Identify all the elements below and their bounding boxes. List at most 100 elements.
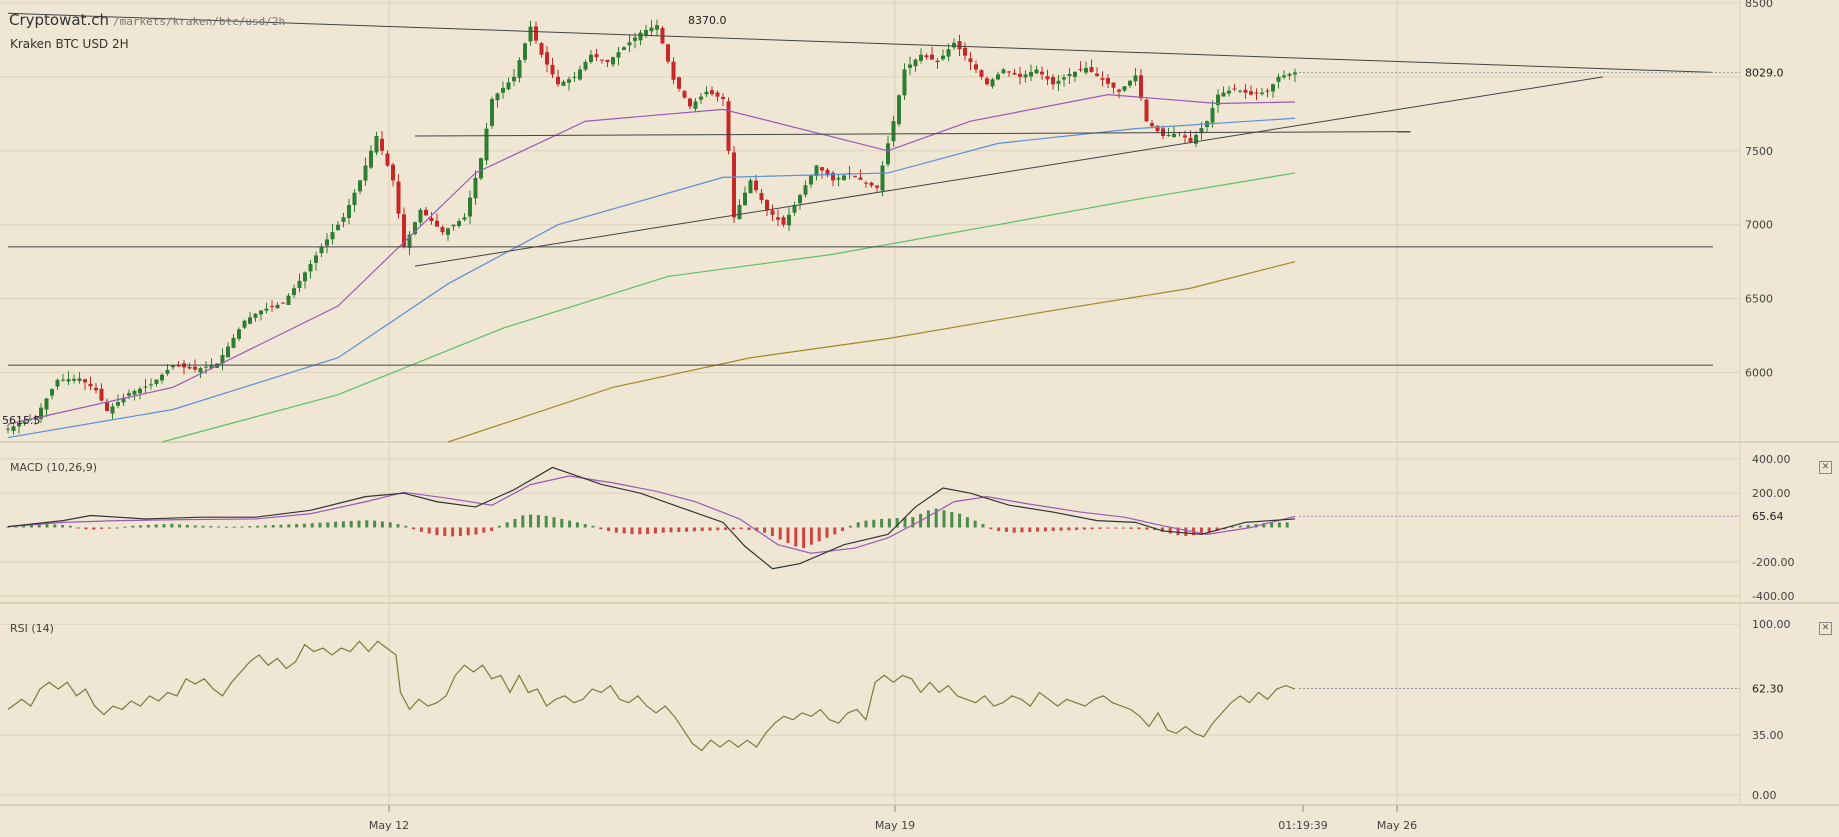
macd-histogram-bar xyxy=(1043,527,1047,532)
macd-histogram-bar xyxy=(458,527,462,537)
macd-histogram-bar xyxy=(185,524,189,528)
candle-body xyxy=(968,58,973,63)
candle-body xyxy=(99,388,104,401)
candle-body xyxy=(924,55,929,58)
macd-histogram-bar xyxy=(302,523,306,528)
macd-histogram-bar xyxy=(841,527,845,531)
candle-body xyxy=(616,52,621,58)
macd-histogram-bar xyxy=(29,524,33,528)
macd-histogram-bar xyxy=(334,521,338,528)
candle-body xyxy=(341,217,346,222)
candle-body xyxy=(732,152,736,218)
candle-body xyxy=(231,337,236,348)
price-tick-label: 6000 xyxy=(1745,367,1773,380)
macd-histogram-bar xyxy=(123,526,127,528)
macd-histogram-bar xyxy=(1176,527,1180,536)
candle-body xyxy=(264,308,269,311)
candle-body xyxy=(693,101,698,109)
macd-histogram-bar xyxy=(833,527,837,535)
macd-histogram-bar xyxy=(1215,527,1219,531)
candle-body xyxy=(1144,99,1149,122)
macd-histogram-bar xyxy=(1051,527,1055,531)
site-name[interactable]: Cryptowat.ch xyxy=(9,11,109,29)
macd-histogram-bar xyxy=(170,523,174,528)
candle-body xyxy=(1210,107,1215,123)
macd-histogram-bar xyxy=(1231,526,1235,528)
macd-histogram-bar xyxy=(942,510,946,528)
macd-histogram-bar xyxy=(178,524,182,528)
trend-line xyxy=(7,12,1714,73)
candle-body xyxy=(583,62,588,70)
candle-body xyxy=(204,366,208,368)
macd-histogram-bar xyxy=(521,515,525,528)
candle-body xyxy=(1282,75,1286,78)
candle-body xyxy=(83,379,87,383)
price-tick-label: 6500 xyxy=(1745,293,1773,306)
macd-histogram-bar xyxy=(989,527,993,530)
candle-body xyxy=(649,27,654,32)
candle-body xyxy=(908,64,912,68)
candle-body xyxy=(820,167,824,171)
candle-body xyxy=(77,378,82,381)
candle-body xyxy=(776,217,780,220)
macd-histogram-bar xyxy=(349,520,353,528)
candle-body xyxy=(363,165,368,181)
candle-body xyxy=(105,402,109,411)
macd-histogram-bar xyxy=(443,527,447,537)
candle-body xyxy=(1221,92,1226,97)
candle-body xyxy=(281,302,285,304)
macd-current-label: 65.64 xyxy=(1752,510,1784,523)
candle-body xyxy=(655,25,659,30)
candle-body xyxy=(1073,71,1077,77)
candle-body xyxy=(435,220,439,227)
macd-histogram-bar xyxy=(739,527,743,530)
macd-histogram-bar xyxy=(435,527,439,536)
candle-body xyxy=(1276,76,1281,82)
macd-histogram-bar xyxy=(240,526,244,528)
candle-body xyxy=(704,91,709,95)
macd-histogram-bar xyxy=(763,527,767,533)
candle-body xyxy=(369,150,373,168)
macd-histogram-bar xyxy=(786,527,790,543)
candle-body xyxy=(138,388,142,394)
rsi-close-button[interactable]: ✕ xyxy=(1819,622,1832,635)
macd-histogram-bar xyxy=(669,527,673,533)
macd-histogram-bar xyxy=(583,524,587,528)
macd-histogram-bar xyxy=(794,527,798,547)
macd-histogram-bar xyxy=(380,521,384,528)
price-tick-label: 8500 xyxy=(1745,0,1773,10)
candle-body xyxy=(336,224,340,231)
candle-body xyxy=(11,426,16,431)
candle-body xyxy=(275,304,280,309)
candle-body xyxy=(1254,92,1259,94)
candle-body xyxy=(418,209,423,223)
candle-body xyxy=(880,165,885,191)
macd-histogram-bar xyxy=(1004,527,1008,532)
candle-body xyxy=(919,54,923,61)
candle-body xyxy=(209,365,214,369)
macd-pane-label: MACD (10,26,9) xyxy=(10,461,98,474)
candle-body xyxy=(930,54,934,60)
candle-body xyxy=(479,158,483,179)
candle-body xyxy=(402,214,406,247)
candle-body xyxy=(1122,86,1127,91)
candle-body xyxy=(1150,123,1154,127)
candle-body xyxy=(132,391,137,395)
candle-body xyxy=(1194,135,1198,144)
macd-histogram-bar xyxy=(279,524,283,528)
candle-body xyxy=(666,44,670,62)
macd-histogram-bar xyxy=(536,515,540,528)
macd-histogram-bar xyxy=(638,527,642,535)
macd-histogram-bar xyxy=(388,522,392,528)
macd-histogram-bar xyxy=(1129,527,1133,529)
macd-histogram-bar xyxy=(61,524,65,528)
macd-histogram-bar xyxy=(217,526,221,528)
candle-body xyxy=(396,181,401,214)
candle-body xyxy=(1249,91,1253,95)
macd-close-button[interactable]: ✕ xyxy=(1819,461,1832,474)
macd-histogram-bar xyxy=(505,522,509,528)
macd-tick-label: 200.00 xyxy=(1752,487,1791,500)
macd-histogram-bar xyxy=(607,527,611,531)
moving-average-line xyxy=(161,172,1296,443)
